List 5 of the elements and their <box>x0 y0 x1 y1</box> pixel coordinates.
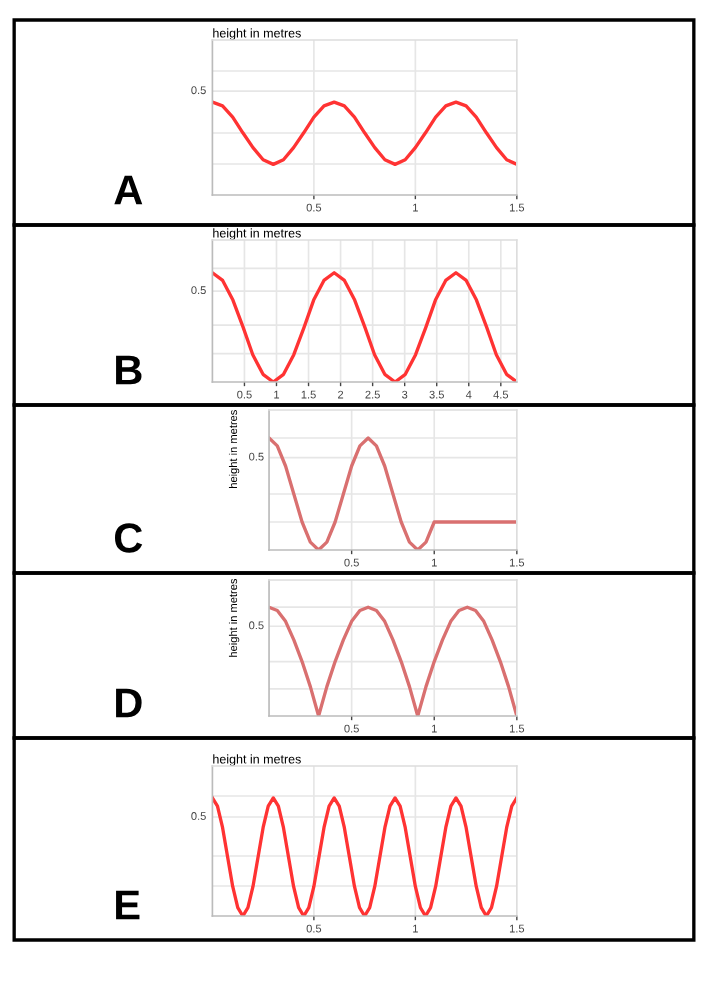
text: A <box>114 175 143 205</box>
text: C <box>114 523 143 553</box>
text: D <box>116 688 142 718</box>
text: B <box>116 355 142 385</box>
text: E <box>116 890 140 920</box>
